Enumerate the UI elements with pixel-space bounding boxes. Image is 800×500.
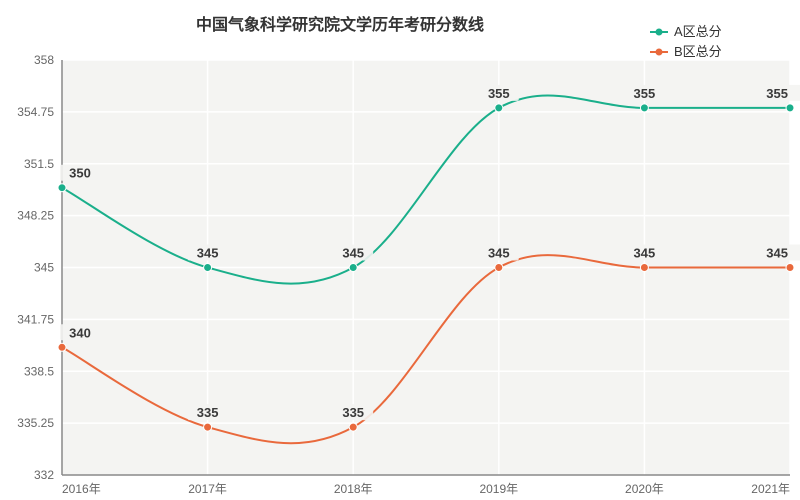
y-tick-label: 332 [34, 468, 54, 482]
series-marker [349, 264, 357, 272]
data-label: 335 [197, 405, 219, 420]
x-tick-label: 2019年 [479, 482, 518, 496]
chart-title: 中国气象科学研究院文学历年考研分数线 [196, 15, 484, 34]
series-marker [349, 423, 357, 431]
y-tick-label: 351.5 [24, 157, 54, 171]
data-label: 350 [69, 166, 91, 181]
data-label: 345 [766, 246, 788, 261]
y-tick-label: 348.25 [17, 209, 54, 223]
data-label: 345 [488, 246, 510, 261]
y-tick-label: 338.5 [24, 364, 54, 378]
x-tick-label: 2017年 [188, 482, 227, 496]
data-label: 335 [342, 405, 364, 420]
data-label: 345 [342, 246, 364, 261]
y-tick-label: 345 [34, 261, 54, 275]
data-label: 355 [488, 86, 510, 101]
x-tick-label: 2016年 [62, 482, 101, 496]
y-tick-label: 358 [34, 53, 54, 67]
data-label: 355 [766, 86, 788, 101]
series-marker [495, 104, 503, 112]
series-marker [204, 423, 212, 431]
series-marker [495, 264, 503, 272]
data-label: 345 [634, 246, 656, 261]
line-chart: 332 335.25 338.5 341.75 345 348.25 351.5 354.75… [0, 0, 800, 500]
y-tick-label: 354.75 [17, 105, 54, 119]
x-tick-label: 2020年 [625, 482, 664, 496]
data-label: 345 [197, 246, 219, 261]
data-label: 355 [634, 86, 656, 101]
series-marker [204, 264, 212, 272]
y-tick-label: 341.75 [17, 312, 54, 326]
series-marker [58, 184, 66, 192]
series-marker [786, 104, 794, 112]
x-tick-label: 2018年 [334, 482, 373, 496]
data-label: 340 [69, 325, 91, 340]
series-marker [640, 104, 648, 112]
x-tick-label: 2021年 [751, 482, 790, 496]
legend-label: B区总分 [674, 44, 722, 59]
series-marker [58, 343, 66, 351]
series-marker [640, 264, 648, 272]
series-marker [786, 264, 794, 272]
legend-label: A区总分 [674, 24, 722, 39]
y-tick-label: 335.25 [17, 416, 54, 430]
